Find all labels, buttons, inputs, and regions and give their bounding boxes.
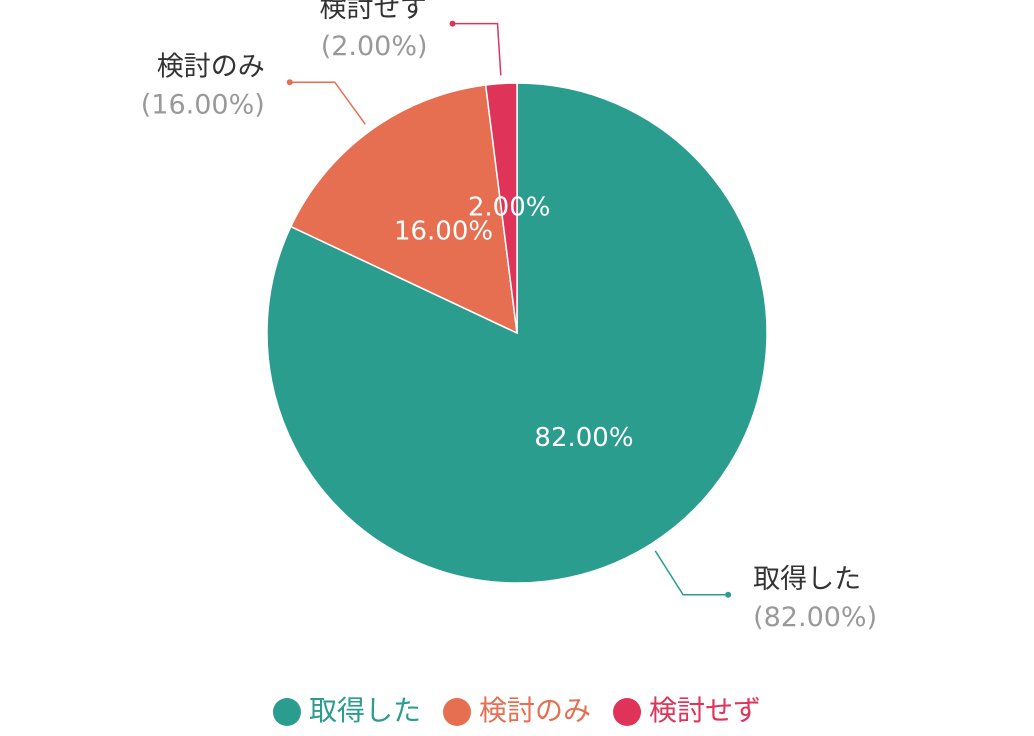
outer-label: 取得した	[753, 564, 861, 595]
outer-label: 検討せず	[320, 0, 428, 24]
leader-dot	[449, 20, 456, 27]
outer-value-label: (2.00%)	[321, 31, 428, 62]
legend: 取得した 検討のみ 検討せず	[272, 694, 761, 727]
leader-dot	[286, 79, 293, 86]
slice-label: 16.00%	[394, 216, 493, 246]
leader-line	[654, 550, 729, 596]
legend-marker	[442, 698, 471, 726]
leader-line	[289, 81, 366, 125]
leader-dot	[725, 591, 732, 598]
outer-label: 検討のみ	[157, 52, 265, 83]
slice-label: 2.00%	[468, 193, 551, 223]
legend-marker	[613, 698, 642, 726]
outer-value-label: (82.00%)	[753, 602, 877, 633]
leader-line	[452, 22, 502, 76]
legend-marker	[272, 698, 301, 726]
legend-label: 取得した	[309, 694, 421, 727]
slice-label: 82.00%	[534, 423, 633, 453]
pie-slice	[289, 84, 518, 335]
legend-label: 検討せず	[649, 694, 761, 727]
pie-slice	[484, 82, 518, 334]
outer-value-label: (16.00%)	[141, 90, 265, 121]
legend-label: 検討のみ	[479, 694, 591, 727]
